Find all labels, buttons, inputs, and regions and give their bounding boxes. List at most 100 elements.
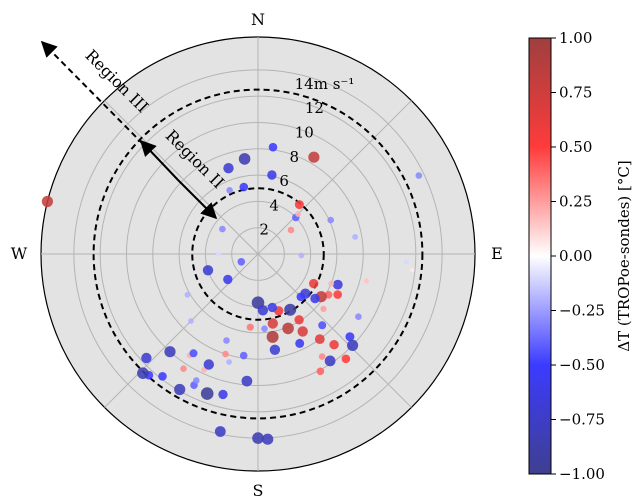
data-point-5 — [266, 330, 279, 343]
data-point-56 — [214, 426, 226, 437]
radial-tick-label-12: 12 — [305, 99, 324, 117]
data-point-79 — [41, 195, 54, 208]
colorbar-tick-label-5: −0.25 — [559, 302, 605, 320]
data-point-74 — [295, 211, 301, 217]
region-boundaries — [92, 88, 424, 420]
region-iii-arrow — [40, 40, 144, 145]
data-point-4 — [282, 322, 294, 335]
data-point-54 — [226, 359, 233, 365]
data-point-12 — [261, 325, 268, 333]
radial-tick-label-6: 6 — [279, 172, 289, 190]
data-point-3 — [267, 318, 278, 329]
data-point-80 — [216, 251, 221, 257]
data-point-14 — [246, 323, 254, 331]
colorbar-ticks: 1.00 0.75 0.50 0.25 0.00 −0.25 −0.50 −0.75 −1.00 — [551, 29, 605, 483]
boundary-circle-1 — [92, 88, 424, 420]
data-point-32 — [347, 339, 359, 351]
data-point-45 — [180, 365, 187, 373]
data-point-59 — [223, 274, 233, 285]
data-point-9 — [314, 334, 325, 344]
data-point-8 — [294, 315, 304, 325]
polar-grid — [41, 37, 475, 471]
data-point-69 — [308, 151, 320, 163]
compass-label-n: N — [251, 10, 265, 29]
data-point-75 — [327, 216, 335, 224]
data-point-37 — [352, 234, 358, 240]
data-point-57 — [262, 433, 274, 445]
region-ii-arrow-in — [177, 179, 218, 220]
colorbar-tick-label-1: 0.75 — [559, 84, 592, 102]
data-point-16 — [241, 375, 253, 387]
data-point-21 — [333, 290, 343, 299]
data-point-82 — [184, 291, 191, 298]
colorbar-tick-label-8: −1.00 — [559, 465, 605, 483]
data-point-29 — [324, 355, 336, 367]
data-point-22 — [332, 279, 343, 290]
radial-tick-label-2: 2 — [259, 221, 269, 239]
data-point-61 — [237, 258, 246, 266]
compass-labels: N E S W — [11, 10, 503, 500]
data-point-31 — [341, 354, 351, 364]
data-point-33 — [345, 332, 355, 342]
data-point-18 — [309, 278, 319, 289]
data-point-44 — [174, 383, 186, 396]
radial-tick-label-4: 4 — [269, 196, 279, 214]
data-point-26 — [318, 321, 327, 330]
data-point-60 — [202, 265, 214, 276]
data-point-38 — [223, 337, 230, 344]
data-point-64 — [238, 153, 251, 165]
data-point-34 — [355, 313, 362, 321]
data-point-7 — [267, 302, 277, 313]
data-point-81 — [188, 318, 194, 324]
data-point-70 — [294, 200, 304, 210]
data-point-72 — [287, 226, 295, 234]
data-point-58 — [252, 432, 264, 444]
grid-spoke-315 — [104, 100, 259, 255]
data-point-49 — [164, 346, 176, 358]
data-point-40 — [203, 359, 214, 370]
colorbar-gradient — [528, 37, 552, 475]
data-point-68 — [267, 170, 277, 180]
data-point-63 — [226, 187, 233, 194]
radial-tick-label-10: 10 — [295, 124, 314, 142]
data-point-24 — [310, 293, 320, 304]
data-point-10 — [295, 338, 305, 348]
region-ii-arrow-out — [139, 139, 179, 181]
data-point-66 — [239, 182, 249, 192]
colorbar-label: ΔT (TROPoe-sondes) [°C] — [615, 160, 633, 351]
data-point-48 — [158, 372, 167, 381]
compass-label-e: E — [491, 244, 503, 263]
data-point-35 — [328, 280, 335, 287]
data-point-65 — [223, 163, 234, 174]
data-point-36 — [363, 278, 370, 284]
data-point-11 — [297, 326, 308, 337]
colorbar-tick-label-0: 1.00 — [559, 29, 592, 47]
colorbar-tick-label-4: 0.00 — [559, 247, 592, 265]
colorbar-tick-label-3: 0.25 — [559, 193, 592, 211]
data-point-52 — [137, 367, 149, 380]
data-point-0 — [284, 303, 297, 316]
boundary-circle-0 — [191, 187, 325, 321]
data-point-30 — [316, 367, 325, 376]
grid-spoke-135 — [257, 253, 412, 408]
colorbar-tick-label-6: −0.50 — [559, 356, 605, 374]
data-point-77 — [410, 268, 415, 273]
data-point-13 — [269, 344, 281, 355]
colorbar-tick-label-2: 0.50 — [559, 138, 592, 156]
grid-spoke-45 — [257, 100, 412, 255]
data-point-42 — [218, 389, 228, 400]
radial-tick-label-8: 8 — [290, 148, 300, 166]
data-point-78 — [403, 259, 409, 265]
data-point-62 — [219, 225, 226, 233]
data-point-76 — [298, 252, 305, 259]
data-point-27 — [329, 340, 339, 350]
data-point-67 — [268, 142, 278, 152]
colorbar-tick-label-7: −0.75 — [559, 411, 605, 429]
data-point-28 — [318, 353, 326, 360]
data-point-53 — [141, 352, 152, 364]
radial-tick-label-14: 14m s⁻¹ — [295, 75, 355, 93]
data-point-50 — [189, 349, 198, 358]
data-point-46 — [193, 377, 200, 384]
